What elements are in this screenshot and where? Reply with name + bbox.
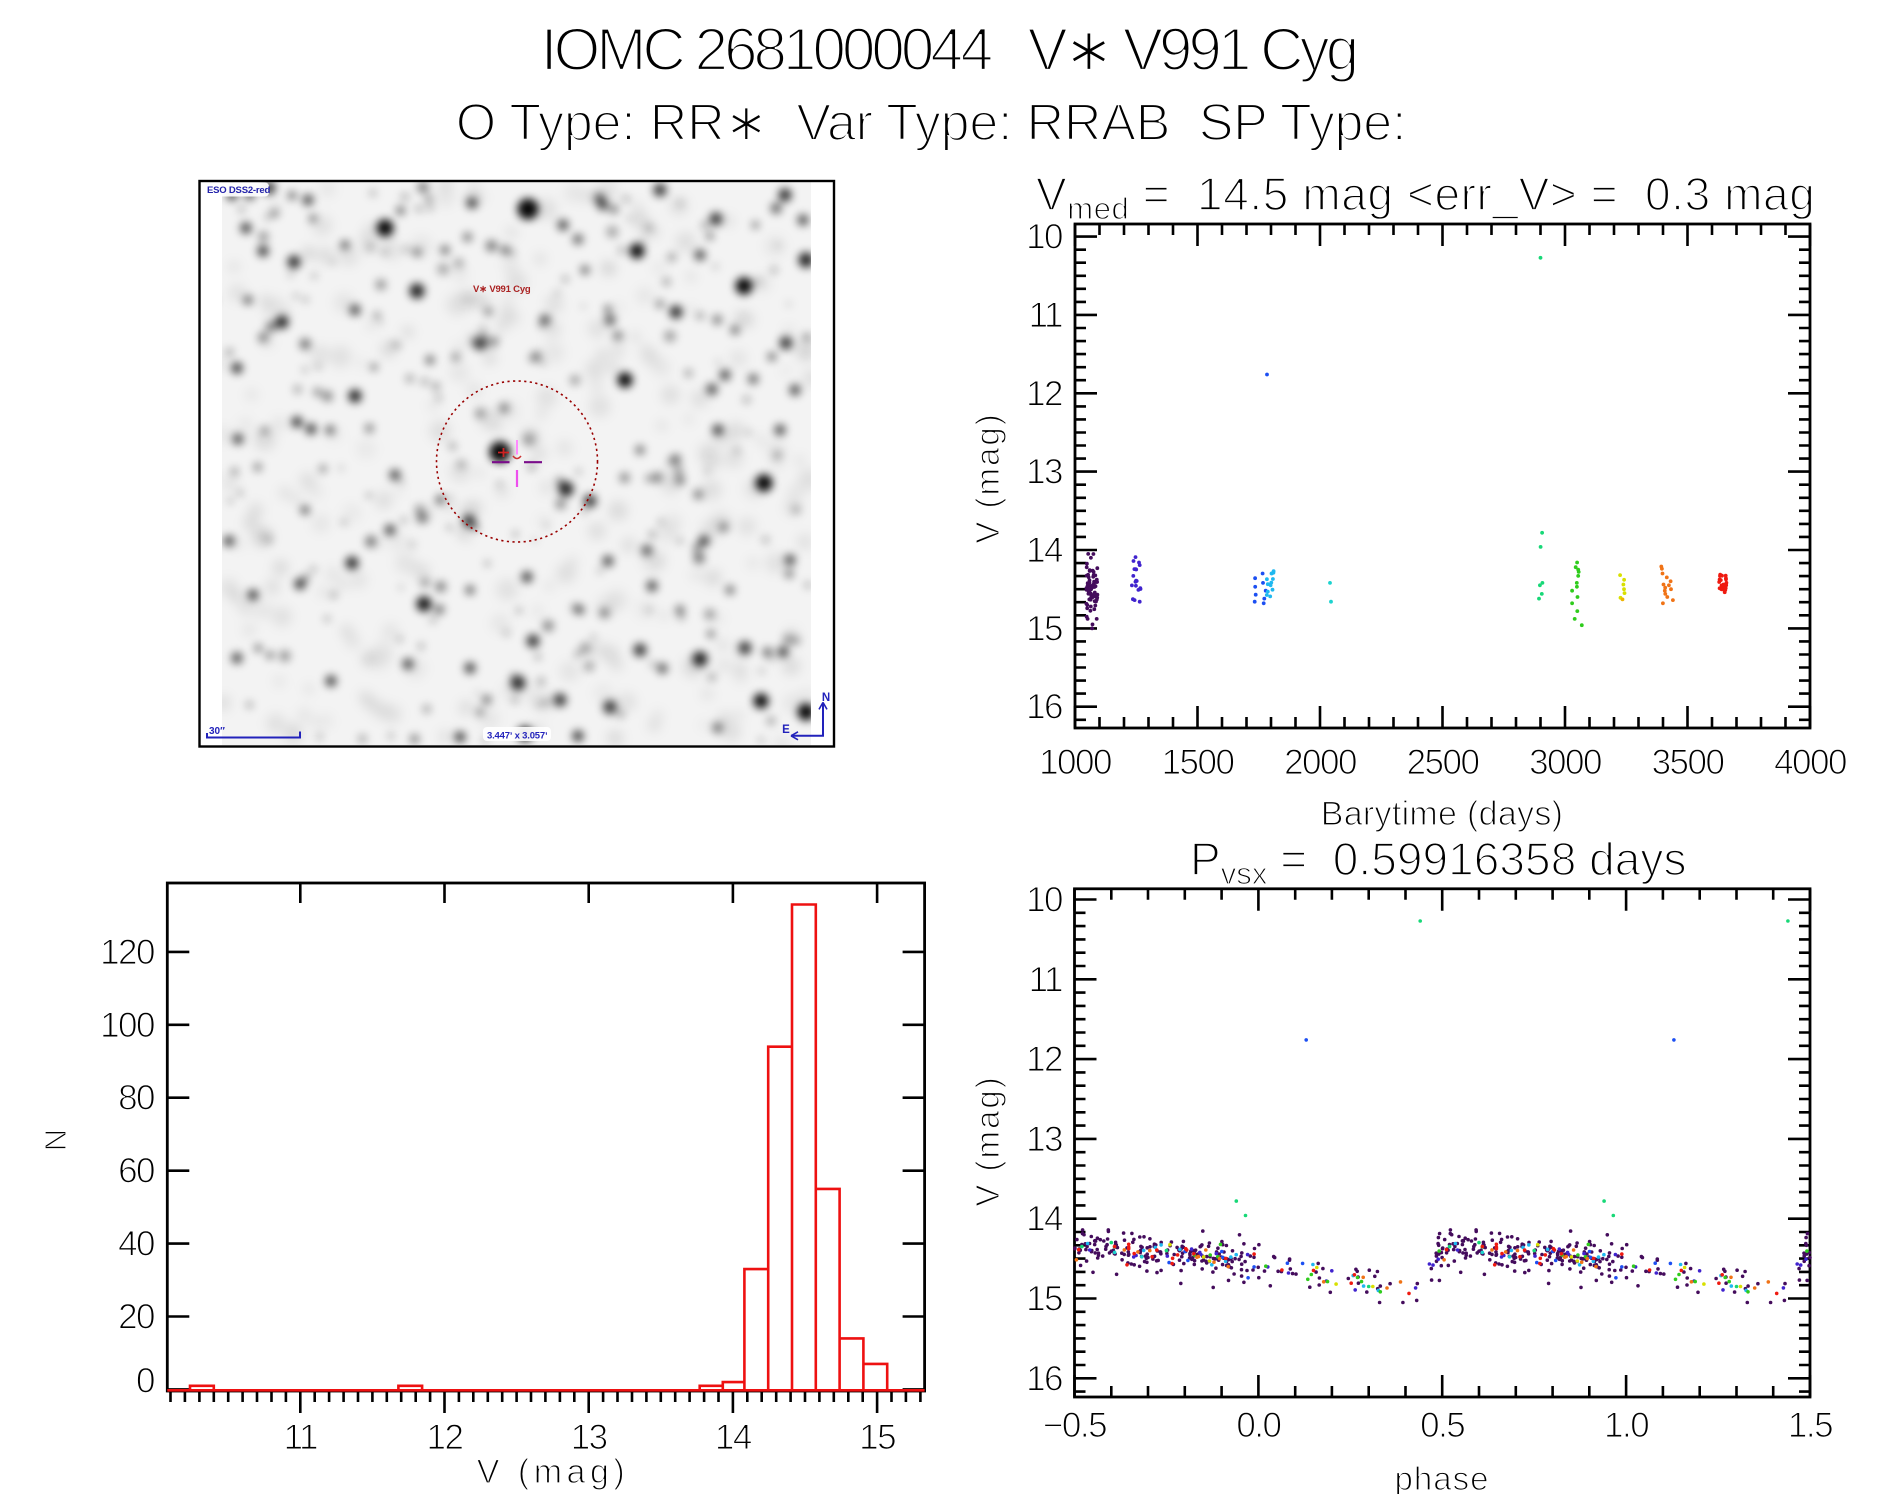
svg-text:4000: 4000 bbox=[1774, 743, 1847, 782]
svg-text:12: 12 bbox=[1026, 374, 1062, 413]
svg-text:ESO DSS2-red: ESO DSS2-red bbox=[207, 185, 270, 196]
svg-text:11: 11 bbox=[1029, 296, 1062, 335]
svg-text:13: 13 bbox=[1026, 1120, 1062, 1159]
svg-text:20: 20 bbox=[118, 1298, 155, 1337]
svg-text:V (mag): V (mag) bbox=[969, 1075, 1006, 1206]
svg-text:Vmed = 14.5 mag <err_V> = 0.: Vmed = 14.5 mag <err_V> = 0.3 mag bbox=[1036, 168, 1815, 226]
svg-text:15: 15 bbox=[1026, 1280, 1062, 1319]
svg-text:14: 14 bbox=[1026, 531, 1063, 570]
svg-text:100: 100 bbox=[100, 1006, 155, 1045]
svg-text:15: 15 bbox=[1026, 609, 1062, 648]
svg-text:60: 60 bbox=[118, 1152, 155, 1191]
svg-text:E: E bbox=[782, 724, 790, 736]
svg-text:12: 12 bbox=[427, 1418, 463, 1457]
svg-text:V (mag): V (mag) bbox=[969, 412, 1006, 543]
svg-text:1000: 1000 bbox=[1039, 743, 1112, 782]
svg-text:N: N bbox=[38, 1129, 73, 1151]
svg-text:40: 40 bbox=[118, 1225, 155, 1264]
svg-text:Barytime (days): Barytime (days) bbox=[1321, 795, 1564, 833]
svg-text:16: 16 bbox=[1026, 1359, 1062, 1398]
svg-text:80: 80 bbox=[118, 1079, 155, 1118]
svg-text:2000: 2000 bbox=[1284, 743, 1357, 782]
svg-text:10: 10 bbox=[1026, 218, 1063, 257]
svg-text:12: 12 bbox=[1026, 1040, 1062, 1079]
svg-text:IOMC 2681000044 V∗ V991 Cyg: IOMC 2681000044 V∗ V991 Cyg bbox=[541, 16, 1356, 83]
svg-text:3000: 3000 bbox=[1529, 743, 1602, 782]
svg-text:O Type: RR∗ Var Type: RRAB S: O Type: RR∗ Var Type: RRAB SP Type: bbox=[456, 94, 1406, 152]
svg-text:2500: 2500 bbox=[1407, 743, 1480, 782]
svg-text:13: 13 bbox=[1026, 453, 1062, 492]
svg-text:1500: 1500 bbox=[1162, 743, 1235, 782]
svg-text:V (mag): V (mag) bbox=[477, 1453, 629, 1491]
svg-text:10: 10 bbox=[1026, 881, 1063, 920]
svg-text:30″: 30″ bbox=[209, 726, 225, 737]
svg-text:14: 14 bbox=[1026, 1200, 1063, 1239]
svg-text:3500: 3500 bbox=[1652, 743, 1725, 782]
svg-text:0: 0 bbox=[136, 1361, 155, 1400]
svg-text:1.5: 1.5 bbox=[1788, 1406, 1832, 1445]
svg-text:0.5: 0.5 bbox=[1420, 1406, 1464, 1445]
svg-text:120: 120 bbox=[100, 933, 155, 972]
svg-text:3.447ʼ x 3.057ʼ: 3.447ʼ x 3.057ʼ bbox=[487, 731, 547, 742]
svg-text:15: 15 bbox=[859, 1418, 895, 1457]
svg-text:11: 11 bbox=[284, 1418, 317, 1457]
svg-text:N: N bbox=[822, 692, 830, 704]
svg-text:phase: phase bbox=[1395, 1460, 1490, 1494]
svg-text:V∗ V991 Cyg: V∗ V991 Cyg bbox=[473, 284, 531, 295]
svg-text:0.0: 0.0 bbox=[1236, 1406, 1281, 1445]
svg-text:Pvsx = 0.59916358 days: Pvsx = 0.59916358 days bbox=[1190, 833, 1687, 891]
svg-text:13: 13 bbox=[571, 1418, 607, 1457]
svg-text:1.0: 1.0 bbox=[1604, 1406, 1649, 1445]
svg-text:−0.5: −0.5 bbox=[1043, 1406, 1106, 1445]
svg-text:11: 11 bbox=[1029, 960, 1062, 999]
svg-text:14: 14 bbox=[715, 1418, 752, 1457]
svg-text:16: 16 bbox=[1026, 688, 1062, 727]
